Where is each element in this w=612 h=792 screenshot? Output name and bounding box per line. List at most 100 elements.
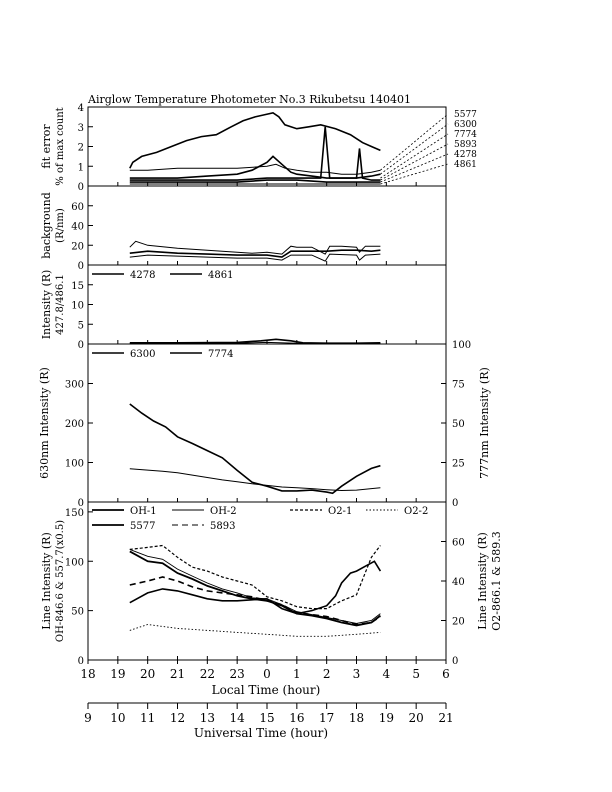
right-label-6300: 6300 bbox=[454, 120, 477, 130]
ytick-label: 100 bbox=[65, 557, 84, 568]
ytick-label: 0 bbox=[78, 340, 84, 351]
figure-title: Airglow Temperature Photometer No.3 Riku… bbox=[87, 93, 411, 106]
ytick-right-label: 100 bbox=[452, 340, 471, 351]
legend-label-O2-2: O2-2 bbox=[404, 506, 428, 517]
panel-2: 0 20 40 60 background (R/nm) bbox=[40, 185, 447, 272]
universal-time-tick-label: 11 bbox=[140, 711, 155, 725]
right-label-5577: 5577 bbox=[454, 110, 477, 120]
ylabel-secondary: 427.8/486.1 bbox=[55, 274, 66, 335]
ytick-label: 40 bbox=[71, 222, 84, 233]
ytick-label: 100 bbox=[65, 459, 84, 470]
universal-time-tick-label: 18 bbox=[349, 711, 364, 725]
ytick-label: 60 bbox=[71, 202, 84, 213]
series-line-O2-2 bbox=[129, 624, 381, 637]
universal-time-tick-label: 17 bbox=[319, 711, 334, 725]
time-axes: Local Time (hour) Universal Time (hour) … bbox=[80, 660, 454, 740]
ylabel: 630nm Intensity (R) bbox=[38, 367, 51, 479]
panel-frame bbox=[87, 185, 447, 266]
ytick-right-label: 40 bbox=[452, 577, 465, 588]
legend-label-5577: 5577 bbox=[130, 521, 155, 532]
ylabel-right: 777nm Intensity (R) bbox=[478, 367, 491, 479]
ytick-label: 3 bbox=[78, 123, 84, 134]
series-line-a bbox=[129, 240, 381, 255]
ytick-label: 15 bbox=[71, 281, 84, 292]
universal-time-tick-label: 15 bbox=[259, 711, 274, 725]
series-line-7774 bbox=[129, 468, 381, 492]
series-line-7774 bbox=[129, 163, 381, 175]
legend-label-4861: 4861 bbox=[208, 270, 233, 281]
panel-3: 0 5 10 15 Intensity (R) 427.8/486.1 4278 4861 bbox=[40, 264, 447, 351]
local-time-tick-label: 23 bbox=[230, 667, 245, 681]
universal-time-axis-label: Universal Time (hour) bbox=[194, 726, 328, 740]
ylabel-secondary: OH-846.6 & 557.7(x0.5) bbox=[55, 520, 66, 642]
series-line-6300 bbox=[129, 403, 381, 495]
ytick-label: 2 bbox=[78, 143, 84, 154]
local-time-tick-label: 2 bbox=[323, 667, 331, 681]
ytick-label: 20 bbox=[71, 241, 84, 252]
series-line-c bbox=[129, 253, 381, 262]
series-line-O2-1 bbox=[129, 544, 381, 610]
ylabel: Intensity (R) bbox=[40, 270, 53, 340]
legend-label-6300: 6300 bbox=[130, 349, 155, 360]
leader-line bbox=[380, 143, 449, 181]
ylabel: background bbox=[40, 192, 53, 259]
ytick-right-label: 0 bbox=[452, 656, 458, 667]
ylabel-secondary: (R/nm) bbox=[55, 208, 66, 243]
ytick-label: 5 bbox=[78, 320, 84, 331]
local-time-tick-label: 4 bbox=[383, 667, 391, 681]
universal-time-tick-label: 10 bbox=[110, 711, 125, 725]
leader-line bbox=[380, 133, 449, 179]
panel-1: 0 1 2 3 4 fit error% of max count 557763007774… bbox=[40, 103, 477, 193]
series-line-5577 bbox=[129, 560, 382, 615]
ytick-label: 300 bbox=[65, 380, 84, 391]
legend-label-7774: 7774 bbox=[208, 349, 233, 360]
series-line-4278 bbox=[129, 179, 381, 183]
right-label-7774: 7774 bbox=[454, 130, 477, 140]
ytick-label: 0 bbox=[78, 261, 84, 272]
ytick-label: 0 bbox=[78, 182, 84, 193]
local-time-tick-label: 21 bbox=[170, 667, 185, 681]
leader-line bbox=[380, 153, 449, 183]
series-line-b bbox=[129, 249, 381, 258]
local-time-tick-label: 0 bbox=[263, 667, 271, 681]
ytick-right-label: 50 bbox=[452, 419, 465, 430]
universal-time-tick-label: 19 bbox=[379, 711, 394, 725]
universal-time-tick-label: 13 bbox=[200, 711, 215, 725]
ytick-right-label: 0 bbox=[452, 498, 458, 509]
universal-time-tick-label: 21 bbox=[438, 711, 453, 725]
ytick-label: 0 bbox=[78, 656, 84, 667]
ytick-label: 4 bbox=[78, 103, 84, 114]
legend-label-O2-1: O2-1 bbox=[328, 506, 352, 517]
ytick-label: 0 bbox=[78, 498, 84, 509]
ylabel-secondary: % of max count bbox=[55, 107, 66, 185]
universal-time-tick-label: 14 bbox=[230, 711, 246, 725]
legend-label-4278: 4278 bbox=[130, 270, 155, 281]
local-time-axis-label: Local Time (hour) bbox=[212, 683, 321, 697]
universal-time-tick-label: 16 bbox=[289, 711, 304, 725]
legend-label-OH-2: OH-2 bbox=[210, 506, 237, 517]
right-label-5893: 5893 bbox=[454, 140, 477, 150]
series-line-5893 bbox=[129, 576, 381, 626]
panel-4: 0 100 200 300 0 25 50 75 100 630nm Intensity (R) 7… bbox=[38, 340, 491, 509]
right-label-4278: 4278 bbox=[454, 150, 477, 160]
series-line-5893 bbox=[129, 126, 381, 181]
series-line-5577 bbox=[129, 112, 381, 169]
series-line-OH-2 bbox=[129, 548, 381, 624]
local-time-tick-label: 6 bbox=[442, 667, 450, 681]
legend-label-OH-1: OH-1 bbox=[130, 506, 157, 517]
universal-time-tick-label: 9 bbox=[84, 711, 92, 725]
ytick-right-label: 75 bbox=[452, 380, 465, 391]
ylabel-right: Line Intensity (R) bbox=[476, 532, 489, 630]
local-time-tick-label: 20 bbox=[140, 667, 155, 681]
local-time-tick-label: 3 bbox=[353, 667, 361, 681]
ylabel: fit error bbox=[40, 124, 53, 169]
ylabel: Line Intensity (R) bbox=[40, 532, 53, 630]
local-time-tick-label: 18 bbox=[80, 667, 95, 681]
panel-frame bbox=[87, 343, 447, 503]
ylabel-right-secondary: O2-866.1 & 589.3 bbox=[490, 531, 503, 631]
ytick-label: 150 bbox=[65, 508, 84, 519]
leader-line bbox=[380, 113, 449, 171]
ytick-right-label: 25 bbox=[452, 459, 465, 470]
